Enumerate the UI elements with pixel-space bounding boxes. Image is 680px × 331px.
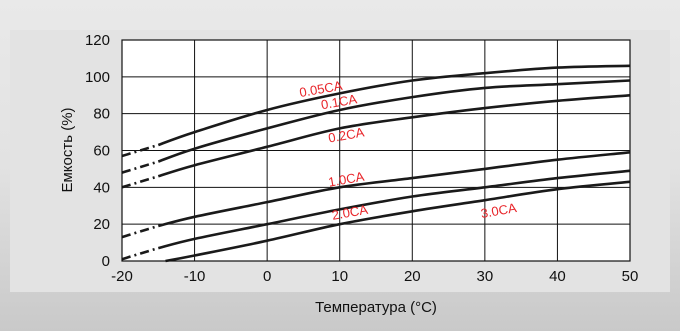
y-tick-label: 120 xyxy=(85,32,110,49)
curve-extrapolated xyxy=(121,160,159,174)
curve-extrapolated xyxy=(121,224,159,239)
x-tick-label: 0 xyxy=(263,268,271,285)
y-tick-label: 100 xyxy=(85,69,110,86)
x-tick-label: 10 xyxy=(331,268,348,285)
curve-label: 1.0CA xyxy=(327,169,366,190)
curve xyxy=(157,151,631,228)
curve-label: 0.05CA xyxy=(298,78,344,100)
x-axis-ticks: -20 -10 0 10 20 30 40 50 xyxy=(111,268,638,285)
y-tick-label: 60 xyxy=(93,143,110,160)
curve xyxy=(157,94,631,178)
y-tick-label: 20 xyxy=(93,216,110,233)
x-tick-label: 50 xyxy=(622,268,639,285)
y-tick-label: 80 xyxy=(93,106,110,123)
x-tick-label: 40 xyxy=(549,268,566,285)
y-axis-label: Емкость (%) xyxy=(59,107,76,192)
curve-extrapolated xyxy=(121,246,159,261)
grid xyxy=(122,40,630,261)
x-tick-label: 30 xyxy=(477,268,494,285)
plot-frame xyxy=(121,39,631,262)
curve xyxy=(165,180,631,263)
y-tick-label: 0 xyxy=(102,253,110,270)
x-tick-label: 20 xyxy=(404,268,421,285)
curve-label: 0.2CA xyxy=(327,124,366,145)
x-tick-label: -10 xyxy=(184,268,206,285)
curve-extrapolated xyxy=(121,175,159,189)
curve-label: 2.0CA xyxy=(331,202,370,223)
x-tick-label: -20 xyxy=(111,268,133,285)
curve xyxy=(157,79,631,163)
curve xyxy=(157,169,631,250)
curves xyxy=(121,64,631,263)
x-axis-label: Температура (°C) xyxy=(315,299,437,316)
curve-extrapolated xyxy=(121,143,159,158)
curve-label: 3.0CA xyxy=(479,200,518,221)
y-tick-label: 40 xyxy=(93,179,110,196)
curve xyxy=(157,64,631,147)
y-axis-ticks: 0 20 40 60 80 100 120 xyxy=(85,32,110,270)
curve-label: 0.1CA xyxy=(320,91,359,112)
